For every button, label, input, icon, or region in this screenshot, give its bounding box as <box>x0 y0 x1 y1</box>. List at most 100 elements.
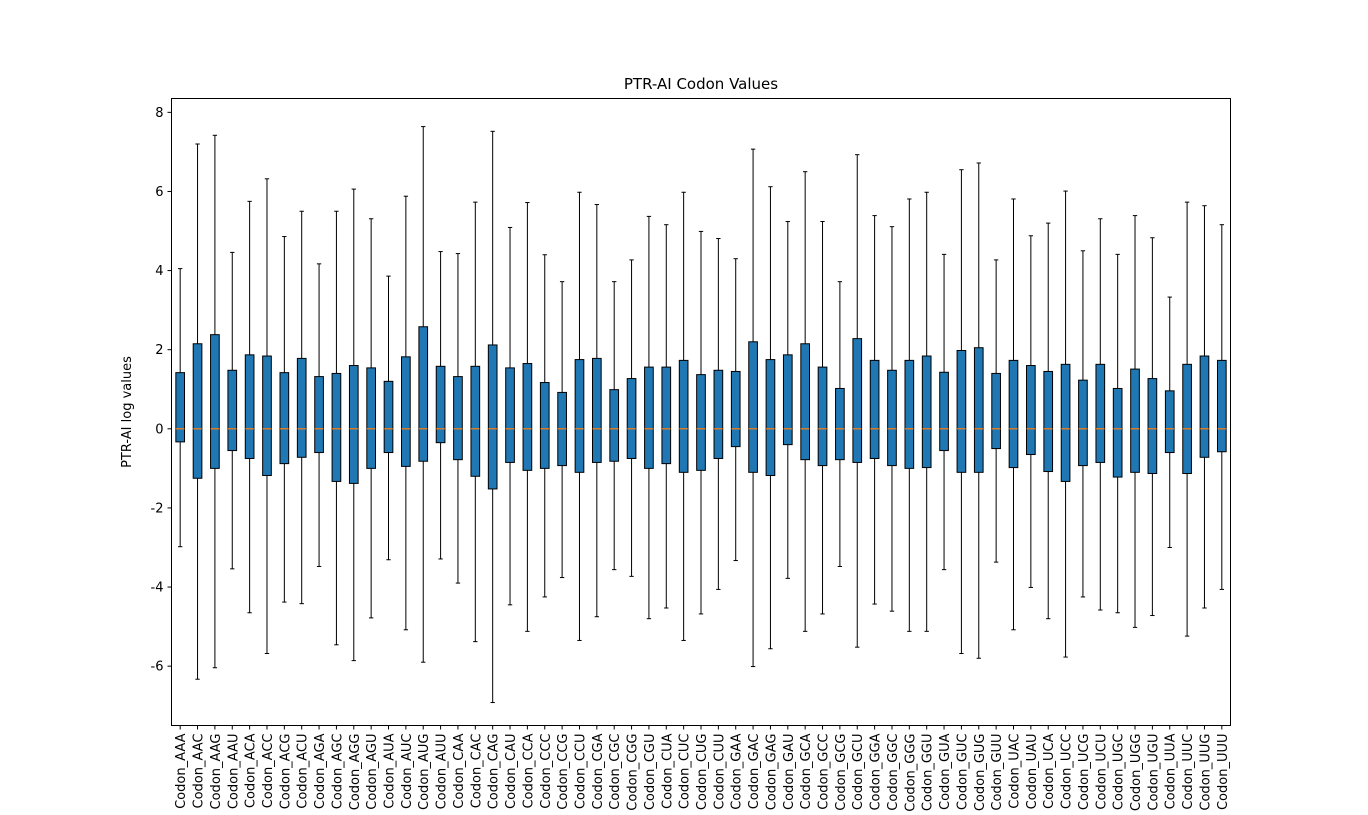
box-Codon_UUC <box>1182 201 1192 637</box>
iqr-box <box>956 349 967 473</box>
x-tick-label: Codon_AGC <box>330 734 345 810</box>
plot-area-frame <box>171 98 1231 726</box>
x-tick-label: Codon_ACA <box>244 733 259 808</box>
iqr-box <box>470 365 481 477</box>
iqr-box <box>887 369 897 467</box>
iqr-box <box>487 344 498 490</box>
iqr-box <box>748 341 758 473</box>
iqr-box <box>904 359 915 469</box>
y-tick-label: 6 <box>155 185 163 200</box>
box-Codon_UUG <box>1199 205 1210 609</box>
box-Codon_AUG <box>418 126 429 663</box>
x-tick-label: Codon_UUU <box>1216 734 1231 811</box>
x-tick-label: Codon_GGA <box>869 733 884 810</box>
x-tick-label: Codon_CCA <box>521 733 536 808</box>
x-tick-label: Codon_GCA <box>799 733 814 809</box>
box-Codon_CAA <box>453 253 463 584</box>
iqr-box <box>1130 368 1140 473</box>
box-Codon_AUA <box>383 275 394 561</box>
box-Codon_GGA <box>869 215 880 605</box>
iqr-box <box>366 367 376 469</box>
box-Codon_UGC <box>1112 253 1123 614</box>
x-tick-label: Codon_CAC <box>469 734 484 809</box>
box-Codon_UAC <box>1008 198 1019 631</box>
x-tick-label: Codon_CUA <box>660 733 675 809</box>
iqr-box <box>574 359 585 473</box>
iqr-box <box>227 369 238 452</box>
x-tick-label: Codon_GAU <box>782 734 797 810</box>
box-Codon_CAC <box>470 201 481 643</box>
x-tick-label: Codon_UGC <box>1112 734 1127 811</box>
iqr-box <box>1095 363 1106 463</box>
chart-title: PTR-AI Codon Values <box>624 75 778 93</box>
box-Codon_AGC <box>331 210 342 646</box>
iqr-box <box>591 357 602 463</box>
x-tick-label: Codon_GGG <box>903 734 918 812</box>
x-tick-label: Codon_AGA <box>313 733 328 809</box>
box-Codon_GGC <box>887 226 897 612</box>
box-Codon_UUA <box>1164 296 1175 548</box>
x-tick-label: Codon_GAG <box>764 734 779 811</box>
box-Codon_UAU <box>1026 235 1036 588</box>
box-Codon_GUA <box>939 253 949 571</box>
x-tick-label: Codon_GAA <box>730 733 745 809</box>
x-tick-label: Codon_GAC <box>747 734 762 810</box>
box-Codon_UGU <box>1147 237 1158 617</box>
y-tick-label: -6 <box>151 660 164 675</box>
iqr-box <box>348 365 359 484</box>
box-Codon_UCA <box>1043 222 1054 620</box>
x-tick-label: Codon_UCG <box>1077 734 1092 811</box>
box-Codon_GAC <box>748 148 758 668</box>
x-tick-label: Codon_AGG <box>348 734 363 811</box>
x-tick-label: Codon_UCU <box>1094 734 1109 810</box>
box-Codon_CAG <box>487 130 498 704</box>
box-Codon_AAU <box>227 251 238 570</box>
x-tick-label: Codon_CUG <box>695 734 710 811</box>
y-tick-label: -4 <box>151 581 164 596</box>
iqr-box <box>435 365 446 444</box>
box-Codon_CAU <box>505 226 515 606</box>
iqr-box <box>1078 379 1088 467</box>
iqr-box <box>279 372 290 465</box>
box-Codon_GCU <box>852 154 863 648</box>
iqr-box <box>296 357 307 458</box>
box-Codon_GGU <box>921 191 932 632</box>
box-Codon_UCU <box>1095 218 1106 611</box>
box-Codon_AUC <box>401 195 411 631</box>
x-tick-label: Codon_AUG <box>417 734 432 810</box>
box-Codon_AGU <box>366 218 376 619</box>
y-tick-label: 4 <box>155 264 163 279</box>
iqr-box <box>1182 363 1192 475</box>
iqr-box <box>331 372 342 482</box>
box-Codon_AAG <box>210 134 220 669</box>
box-Codon_GGG <box>904 198 915 632</box>
box-Codon_CCA <box>522 202 533 632</box>
x-tick-label: Codon_UUC <box>1181 734 1196 810</box>
box-Codon_CUC <box>678 191 689 641</box>
x-tick-label: Codon_CUC <box>678 734 693 810</box>
x-tick-label: Codon_CAU <box>504 734 519 809</box>
iqr-box <box>817 366 828 467</box>
box-Codon_AGG <box>348 188 359 662</box>
x-tick-label: Codon_CGA <box>591 733 606 809</box>
x-tick-label: Codon_CAA <box>452 733 467 808</box>
iqr-box <box>175 372 186 443</box>
iqr-box <box>522 363 533 471</box>
iqr-box <box>730 370 741 448</box>
box-Codon_GCG <box>835 281 845 567</box>
box-Codon_CCU <box>574 191 585 641</box>
x-tick-label: Codon_UUG <box>1198 734 1213 811</box>
iqr-box <box>1199 355 1210 458</box>
x-tick-label: Codon_GCU <box>851 734 866 811</box>
x-tick-label: Codon_GUC <box>955 734 970 811</box>
box-Codon_AAA <box>175 268 186 548</box>
y-tick-label: 0 <box>155 422 163 437</box>
box-Codon_GCA <box>800 171 811 632</box>
iqr-box <box>1112 387 1123 478</box>
x-tick-label: Codon_GCC <box>817 734 832 810</box>
x-tick-label: Codon_GUA <box>938 733 953 810</box>
iqr-box <box>713 369 724 459</box>
x-tick-label: Codon_CCG <box>556 734 571 810</box>
iqr-box <box>401 356 411 467</box>
x-tick-label: Codon_AAC <box>192 734 207 809</box>
